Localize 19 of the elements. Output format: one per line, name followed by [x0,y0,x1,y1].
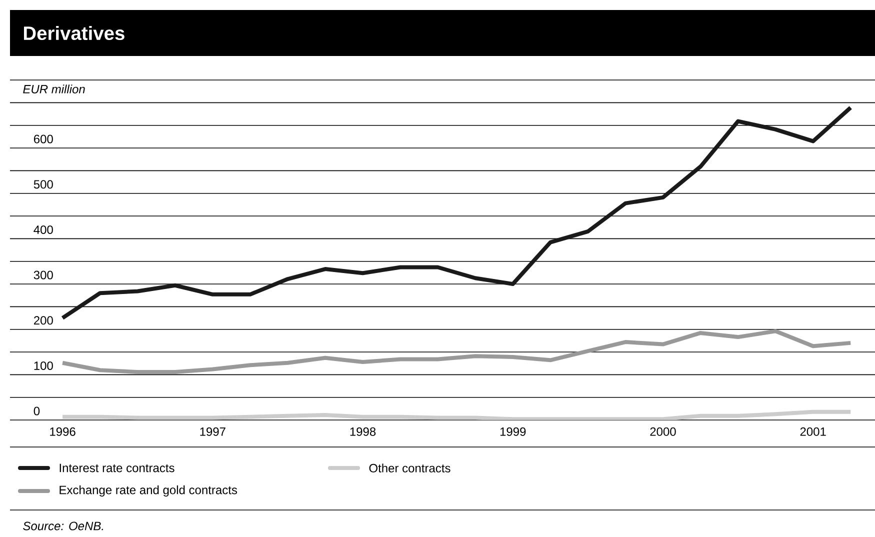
chart-title: Derivatives [24,26,124,40]
y-tick-label: 200 [34,316,53,325]
x-tick-label: 1998 [350,427,376,436]
x-tick-label: 1997 [200,427,226,436]
legend-label: Other contracts [369,464,450,472]
y-tick-label: 500 [34,180,53,189]
y-tick-label: 400 [34,225,53,234]
legend-label: Interest rate contracts [60,464,174,472]
y-tick-label: 600 [34,134,53,144]
y-tick-label: 100 [34,361,53,370]
legend-label: Exchange rate and gold contracts [60,485,238,497]
x-tick-label: 2001 [800,427,826,436]
x-tick-label: 1996 [50,427,76,436]
x-tick-label: 2000 [650,427,676,436]
y-axis-title: EUR million [23,84,85,94]
y-tick-label: 300 [34,270,53,280]
source-note: Source: OeNB. [23,522,104,530]
y-tick-label: 0 [34,406,40,416]
x-tick-label: 1999 [500,427,526,436]
